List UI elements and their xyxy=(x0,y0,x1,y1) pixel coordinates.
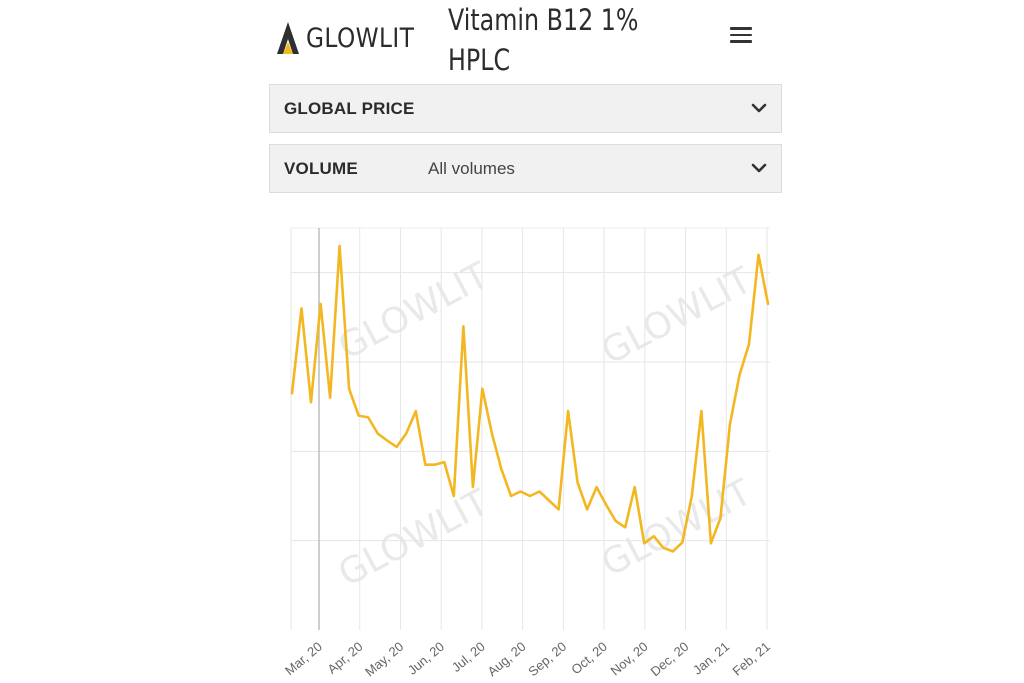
price-line-chart: GLOWLIT GLOWLIT GLOWLIT GLOWLIT Mar, 20 Apr,… xyxy=(282,227,773,680)
volume-dropdown[interactable]: VOLUME All volumes xyxy=(269,144,782,193)
page-title-line-1: Vitamin B12 1% xyxy=(448,3,639,37)
series-point xyxy=(424,463,427,466)
series-point xyxy=(491,432,493,435)
series-point xyxy=(653,535,655,537)
x-tick-label: Mar, 20 xyxy=(282,639,325,678)
series-point xyxy=(643,542,645,545)
x-tick-label: Jul, 20 xyxy=(449,639,488,675)
series-point xyxy=(729,423,731,426)
series-point xyxy=(510,495,512,497)
chevron-down-icon xyxy=(751,103,767,113)
series-point xyxy=(443,461,446,463)
series-point xyxy=(405,432,407,435)
x-tick-label: Oct, 20 xyxy=(568,639,610,677)
series-point xyxy=(700,410,703,412)
series-point xyxy=(567,410,569,412)
series-point xyxy=(357,414,360,417)
series-point xyxy=(748,343,750,345)
brand-name: GLOWLIT xyxy=(306,22,415,54)
series-point xyxy=(691,495,693,497)
series-point xyxy=(710,542,712,545)
series-point xyxy=(329,396,331,399)
series-point xyxy=(529,495,531,497)
series-point xyxy=(310,401,312,403)
series-point xyxy=(415,410,417,412)
x-tick-label: Apr, 20 xyxy=(324,639,365,677)
series-point xyxy=(348,388,350,390)
volume-label: VOLUME xyxy=(284,159,358,178)
series-point xyxy=(586,508,588,511)
x-tick-label: Nov, 20 xyxy=(608,639,651,679)
x-tick-label: Jun, 20 xyxy=(405,639,447,678)
header: GLOWLIT Vitamin B12 1% HPLC xyxy=(269,0,782,84)
watermark-text: GLOWLIT xyxy=(332,482,496,595)
series-point xyxy=(376,432,379,435)
watermark-group: GLOWLIT GLOWLIT GLOWLIT GLOWLIT xyxy=(332,255,759,595)
x-tick-label: May, 20 xyxy=(362,639,406,680)
watermark-text: GLOWLIT xyxy=(595,260,759,373)
x-tick-label: Aug, 20 xyxy=(485,639,529,679)
series-point xyxy=(557,508,560,511)
series-point xyxy=(395,446,398,448)
volume-value: All volumes xyxy=(428,159,515,178)
series-point xyxy=(548,499,550,502)
series-point xyxy=(595,486,598,488)
x-tick-label: Dec, 20 xyxy=(648,639,692,679)
chevron-down-icon xyxy=(751,163,767,173)
brand-logo[interactable]: GLOWLIT xyxy=(276,18,432,58)
series-point xyxy=(624,526,626,529)
x-tick-label: Feb, 21 xyxy=(730,639,773,679)
series-point xyxy=(434,463,436,466)
hamburger-menu-icon[interactable] xyxy=(727,24,755,50)
series-point xyxy=(605,504,607,506)
series-point xyxy=(453,495,455,497)
series-point xyxy=(757,254,760,256)
chart-series xyxy=(290,244,770,553)
x-tick-label: Sep, 20 xyxy=(525,639,569,679)
series-point xyxy=(719,517,722,520)
page-title: Vitamin B12 1% HPLC xyxy=(448,0,653,80)
series-point xyxy=(614,520,617,522)
x-tick-label: Jan, 21 xyxy=(690,639,732,678)
series-point xyxy=(681,541,684,544)
watermark-text: GLOWLIT xyxy=(595,472,759,585)
series-point xyxy=(472,486,474,488)
series-point xyxy=(633,486,636,488)
series-point xyxy=(672,550,674,553)
series-point xyxy=(481,388,484,390)
series-point xyxy=(519,490,522,493)
series-point xyxy=(500,468,503,470)
series-point xyxy=(367,416,369,419)
series-point xyxy=(300,307,303,310)
series-point xyxy=(319,303,322,305)
global-price-dropdown[interactable]: GLOBAL PRICE xyxy=(269,84,782,133)
series-point xyxy=(738,374,741,377)
series-point xyxy=(538,490,541,493)
page-title-line-2: HPLC xyxy=(448,43,511,77)
series-point xyxy=(576,481,579,484)
glowlit-logo-icon xyxy=(277,22,299,54)
series-point xyxy=(662,547,665,549)
series-point xyxy=(767,303,769,305)
global-price-label: GLOBAL PRICE xyxy=(284,99,415,118)
chart-grid xyxy=(290,227,770,630)
watermark-text: GLOWLIT xyxy=(332,255,496,368)
series-point xyxy=(462,325,465,328)
series-point xyxy=(386,439,388,442)
price-chart: GLOWLIT GLOWLIT GLOWLIT GLOWLIT Mar, 20 Apr,… xyxy=(255,215,785,683)
series-point xyxy=(338,245,341,247)
series-point xyxy=(291,392,293,395)
